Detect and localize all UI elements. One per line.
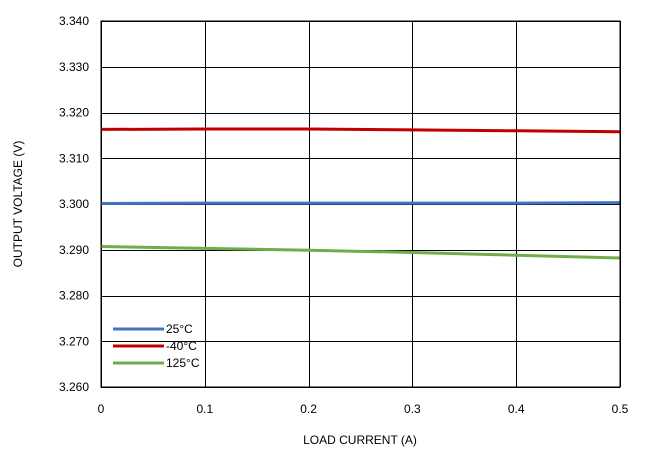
y-tick-label: 3.340 <box>59 14 89 28</box>
series-line-3 <box>100 245 621 260</box>
x-tick-label: 0.4 <box>508 402 525 416</box>
x-axis-title: LOAD CURRENT (A) <box>303 433 417 447</box>
y-tick-label: 3.300 <box>59 197 89 211</box>
x-tick-label: 0.2 <box>300 402 317 416</box>
y-tick-label: 3.330 <box>59 60 89 74</box>
series-line-2 <box>100 127 621 134</box>
legend-label: -40°C <box>166 339 197 353</box>
y-tick-label: 3.270 <box>59 334 89 348</box>
y-tick-label: 3.280 <box>59 289 89 303</box>
x-tick-label: 0.1 <box>196 402 213 416</box>
x-tick-labels: 0 0.1 0.2 0.3 0.4 0.5 <box>98 402 629 416</box>
y-tick-labels: 3.260 3.270 3.280 3.290 3.300 3.310 3.320 3.330… <box>59 14 89 394</box>
y-tick-label: 3.320 <box>59 106 89 120</box>
series-line-1 <box>100 201 621 206</box>
legend-label: 25°C <box>166 322 193 336</box>
y-axis-title: OUTPUT VOLTAGE (V) <box>11 141 25 268</box>
legend-label: 125°C <box>166 356 200 370</box>
series-layer <box>100 127 621 260</box>
x-tick-label: 0 <box>98 402 105 416</box>
x-tick-label: 0.5 <box>612 402 629 416</box>
x-tick-label: 0.3 <box>404 402 421 416</box>
y-tick-label: 3.260 <box>59 380 89 394</box>
plot-frame <box>100 20 621 388</box>
y-tick-label: 3.310 <box>59 151 89 165</box>
legend: 25°C -40°C 125°C <box>113 322 200 370</box>
y-tick-label: 3.290 <box>59 243 89 257</box>
